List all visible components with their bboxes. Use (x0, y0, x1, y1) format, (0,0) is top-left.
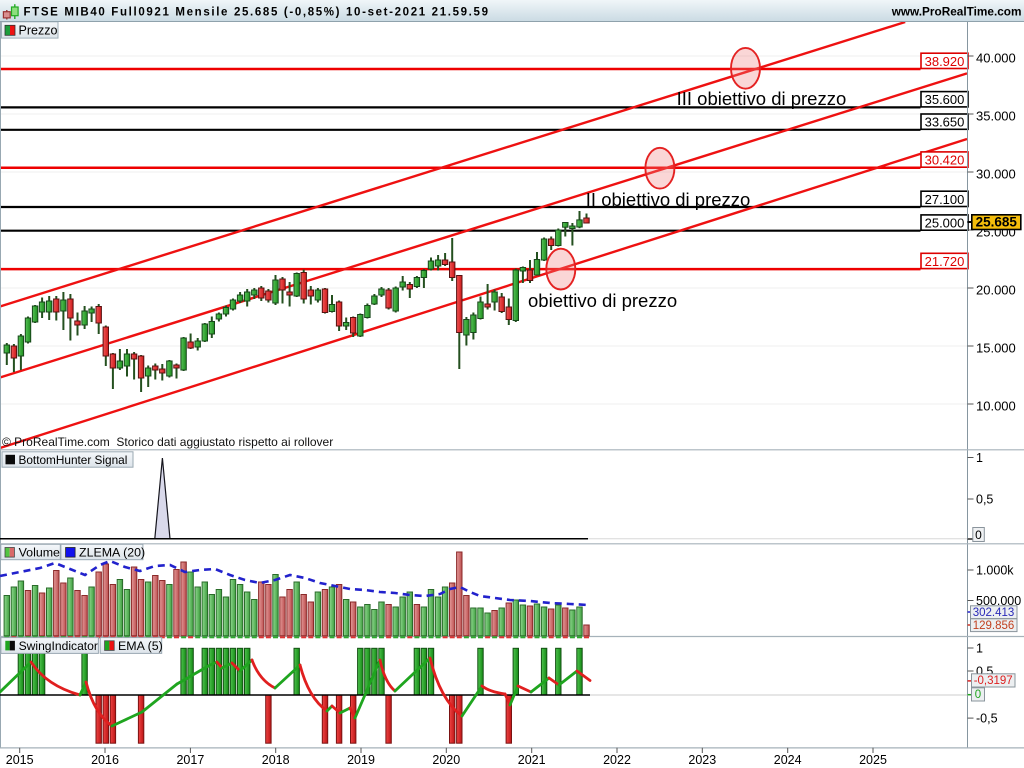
svg-text:20.000: 20.000 (976, 283, 1016, 298)
svg-text:FTSE MIB40 Full0921 Mensile 25: FTSE MIB40 Full0921 Mensile 25.685 (-0,8… (24, 6, 490, 18)
svg-text:-0,3197: -0,3197 (974, 675, 1013, 687)
svg-text:2020: 2020 (432, 753, 460, 767)
svg-text:33.650: 33.650 (925, 115, 965, 130)
svg-text:1.000k: 1.000k (976, 564, 1014, 578)
svg-text:21.720: 21.720 (925, 254, 965, 269)
svg-text:2019: 2019 (347, 753, 375, 767)
svg-text:III obiettivo di prezzo: III obiettivo di prezzo (677, 88, 847, 109)
svg-text:II obiettivo di prezzo: II obiettivo di prezzo (586, 189, 751, 210)
svg-text:15.000: 15.000 (976, 341, 1016, 356)
svg-text:40.000: 40.000 (976, 51, 1016, 66)
svg-text:38.920: 38.920 (925, 54, 965, 69)
svg-text:2022: 2022 (603, 753, 631, 767)
svg-text:www.ProRealTime.com: www.ProRealTime.com (891, 4, 1022, 18)
svg-text:2018: 2018 (262, 753, 290, 767)
svg-text:2024: 2024 (774, 753, 802, 767)
svg-text:Prezzo: Prezzo (19, 24, 58, 38)
svg-text:35.600: 35.600 (925, 92, 965, 107)
svg-text:Volume: Volume (19, 546, 60, 560)
svg-text:10.000: 10.000 (976, 399, 1016, 414)
svg-text:-0,5: -0,5 (976, 712, 998, 726)
svg-text:302.413: 302.413 (973, 607, 1015, 619)
svg-text:0,5: 0,5 (976, 493, 993, 507)
svg-text:1: 1 (976, 451, 983, 465)
svg-text:© ProRealTime.com Storico dat: © ProRealTime.com Storico dati aggiustat… (2, 435, 333, 449)
svg-text:25.000: 25.000 (925, 216, 965, 231)
svg-text:2025: 2025 (859, 753, 887, 767)
svg-text:35.000: 35.000 (976, 109, 1016, 124)
svg-text:BottomHunter Signal: BottomHunter Signal (19, 453, 128, 467)
svg-text:500.000: 500.000 (976, 594, 1021, 608)
svg-text:2015: 2015 (6, 753, 34, 767)
svg-text:1: 1 (976, 642, 983, 656)
svg-text:25.685: 25.685 (976, 215, 1018, 230)
svg-text:EMA (5): EMA (5) (118, 639, 163, 653)
svg-text:30.420: 30.420 (925, 153, 965, 168)
svg-text:0: 0 (975, 528, 982, 542)
svg-text:ZLEMA (20): ZLEMA (20) (79, 546, 145, 560)
svg-text:27.100: 27.100 (925, 192, 965, 207)
svg-text:0: 0 (975, 689, 981, 701)
svg-text:SwingIndicator: SwingIndicator (19, 639, 98, 653)
svg-text:2023: 2023 (688, 753, 716, 767)
svg-text:2016: 2016 (91, 753, 119, 767)
svg-text:2021: 2021 (518, 753, 546, 767)
svg-text:30.000: 30.000 (976, 167, 1016, 182)
svg-text:129.856: 129.856 (973, 620, 1015, 632)
svg-text:2017: 2017 (176, 753, 204, 767)
svg-text:obiettivo di prezzo: obiettivo di prezzo (528, 290, 677, 311)
